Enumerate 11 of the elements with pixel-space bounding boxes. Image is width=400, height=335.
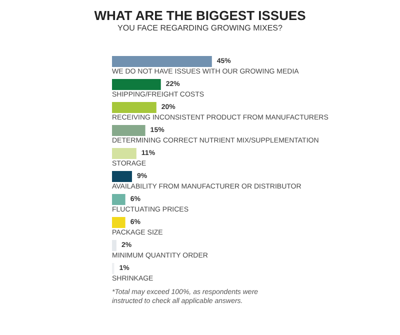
bar (112, 102, 156, 113)
bar (112, 240, 116, 251)
chart-title: WHAT ARE THE BIGGEST ISSUES (94, 8, 306, 23)
bar (112, 79, 161, 90)
bar (112, 171, 132, 182)
chart-subtitle: YOU FACE REGARDING GROWING MIXES? (118, 24, 283, 32)
bar (112, 148, 136, 159)
bar (112, 56, 212, 67)
bar (112, 194, 126, 205)
bar (112, 217, 126, 228)
bar (112, 125, 146, 136)
